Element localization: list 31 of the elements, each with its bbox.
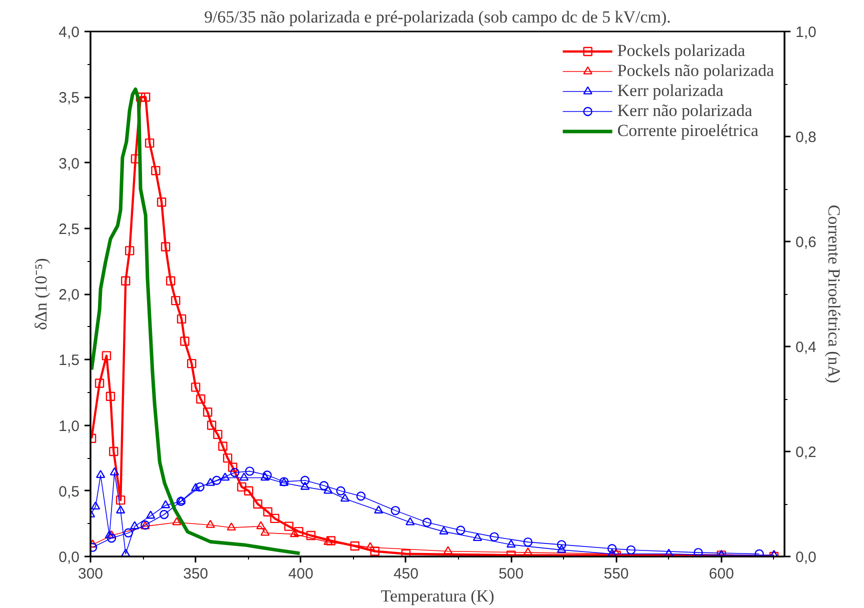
x-tick-label: 500 [498,566,524,582]
y2-tick-label: 0,6 [796,234,816,251]
x-tick-label: 450 [393,566,418,582]
x-tick-label: 350 [183,566,208,582]
y-tick-label: 0,0 [58,549,80,566]
y-tick-label: 3,5 [58,90,80,107]
legend-label: Corrente piroelétrica [617,121,758,141]
legend-label: Kerr polarizada [617,81,724,101]
y-tick-label: 2,0 [58,286,80,304]
chart-title: 9/65/35 não polarizada e pré-polarizada (sob campo dc de 5 kV/cm). [204,8,671,26]
x-tick-label: 600 [708,566,734,582]
legend-label: Kerr não polarizada [617,101,752,121]
y-tick-label: 1,0 [58,418,80,435]
y-tick-label: 2,5 [58,220,80,238]
y2-axis-title: Corrente Piroelétrica (nA) [824,204,844,384]
y-axis-title: δΔn (10⁻⁵) [32,258,51,330]
y2-tick-label: 1,0 [796,24,816,41]
x-axis-title: Temperatura (K) [380,586,494,606]
legend-label: Pockels polarizada [617,41,746,61]
x-tick-label: 400 [288,566,314,582]
y2-tick-label: 0,2 [796,444,816,461]
x-tick-label: 300 [78,566,104,582]
y-tick-label: 3,0 [58,155,80,172]
y-tick-label: 0,5 [58,483,80,500]
y2-tick-label: 0,8 [796,129,816,146]
y2-tick-label: 0,4 [796,339,816,356]
y2-tick-label: 0,0 [796,549,816,566]
y-tick-label: 4,0 [58,24,80,41]
y-tick-label: 1,5 [58,352,80,370]
x-tick-label: 550 [604,566,629,582]
legend-label: Pockels não polarizada [617,61,774,81]
